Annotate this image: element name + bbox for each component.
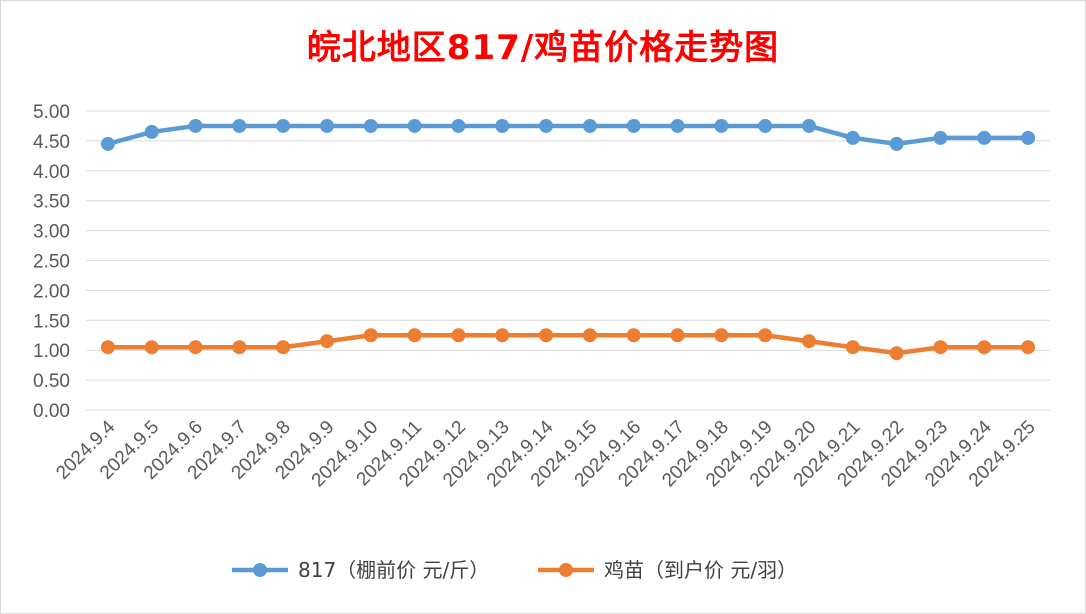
chart-title: 皖北地区817/鸡苗价格走势图 [306, 28, 780, 68]
y-tick-label: 4.50 [33, 132, 70, 153]
y-tick-label: 2.50 [33, 252, 70, 273]
y-tick-label: 3.50 [33, 192, 70, 213]
data-point [232, 118, 247, 133]
data-point [758, 118, 773, 133]
data-point [802, 334, 816, 349]
series-2 [100, 328, 1036, 361]
data-point [889, 136, 904, 151]
data-point [933, 340, 948, 355]
y-tick-label: 5.00 [33, 102, 70, 123]
data-point [539, 328, 554, 343]
data-point [144, 340, 159, 355]
data-point [670, 118, 685, 133]
gridlines [86, 110, 1050, 411]
legend: 817（棚前价 元/斤） 鸡苗（到户价 元/羽） [232, 558, 797, 582]
data-point [977, 340, 992, 355]
data-point [320, 334, 334, 349]
data-point [100, 136, 115, 151]
data-point [802, 118, 816, 133]
data-point [889, 346, 904, 361]
data-point [714, 328, 729, 343]
x-axis-ticks: 2024.9.42024.9.52024.9.62024.9.72024.9.8… [52, 416, 1039, 491]
legend-label: 817（棚前价 元/斤） [298, 558, 489, 582]
data-point [100, 340, 115, 355]
y-axis-ticks: 0.00 0.50 1.00 1.50 2.00 2.50 3.00 3.50 4.00 4.50… [33, 102, 70, 422]
y-tick-label: 0.50 [33, 371, 70, 392]
data-point [539, 118, 554, 133]
data-point [407, 328, 422, 343]
data-point [188, 118, 203, 133]
data-point [845, 130, 860, 145]
data-point [670, 328, 685, 343]
y-tick-label: 0.00 [33, 401, 70, 422]
legend-swatch-marker [253, 563, 267, 577]
series-line [105, 333, 1031, 356]
y-tick-label: 4.00 [33, 162, 70, 183]
data-point [582, 328, 597, 343]
data-point [188, 340, 203, 355]
data-point [626, 328, 641, 343]
data-point [495, 118, 510, 133]
data-point [144, 124, 159, 139]
series-1 [100, 118, 1036, 151]
data-point [626, 118, 641, 133]
data-point [451, 118, 466, 133]
data-point [451, 328, 466, 343]
data-point [1021, 340, 1036, 355]
data-point [363, 118, 378, 133]
legend-label: 鸡苗（到户价 元/羽） [604, 558, 797, 582]
series-group [100, 118, 1036, 361]
data-point [714, 118, 729, 133]
series-line [105, 123, 1031, 147]
data-point [1021, 130, 1036, 145]
y-tick-label: 1.50 [33, 311, 70, 332]
y-tick-label: 2.00 [33, 281, 70, 302]
data-point [407, 118, 422, 133]
data-point [363, 328, 378, 343]
data-point [933, 130, 948, 145]
data-point [582, 118, 597, 133]
data-point [758, 328, 773, 343]
y-tick-label: 3.00 [33, 222, 70, 243]
data-point [320, 118, 334, 133]
y-tick-label: 1.00 [33, 341, 70, 362]
data-point [495, 328, 510, 343]
data-point [845, 340, 860, 355]
data-point [232, 340, 247, 355]
legend-swatch-marker [559, 563, 573, 577]
data-point [276, 340, 291, 355]
data-point [977, 130, 992, 145]
data-point [276, 118, 291, 133]
